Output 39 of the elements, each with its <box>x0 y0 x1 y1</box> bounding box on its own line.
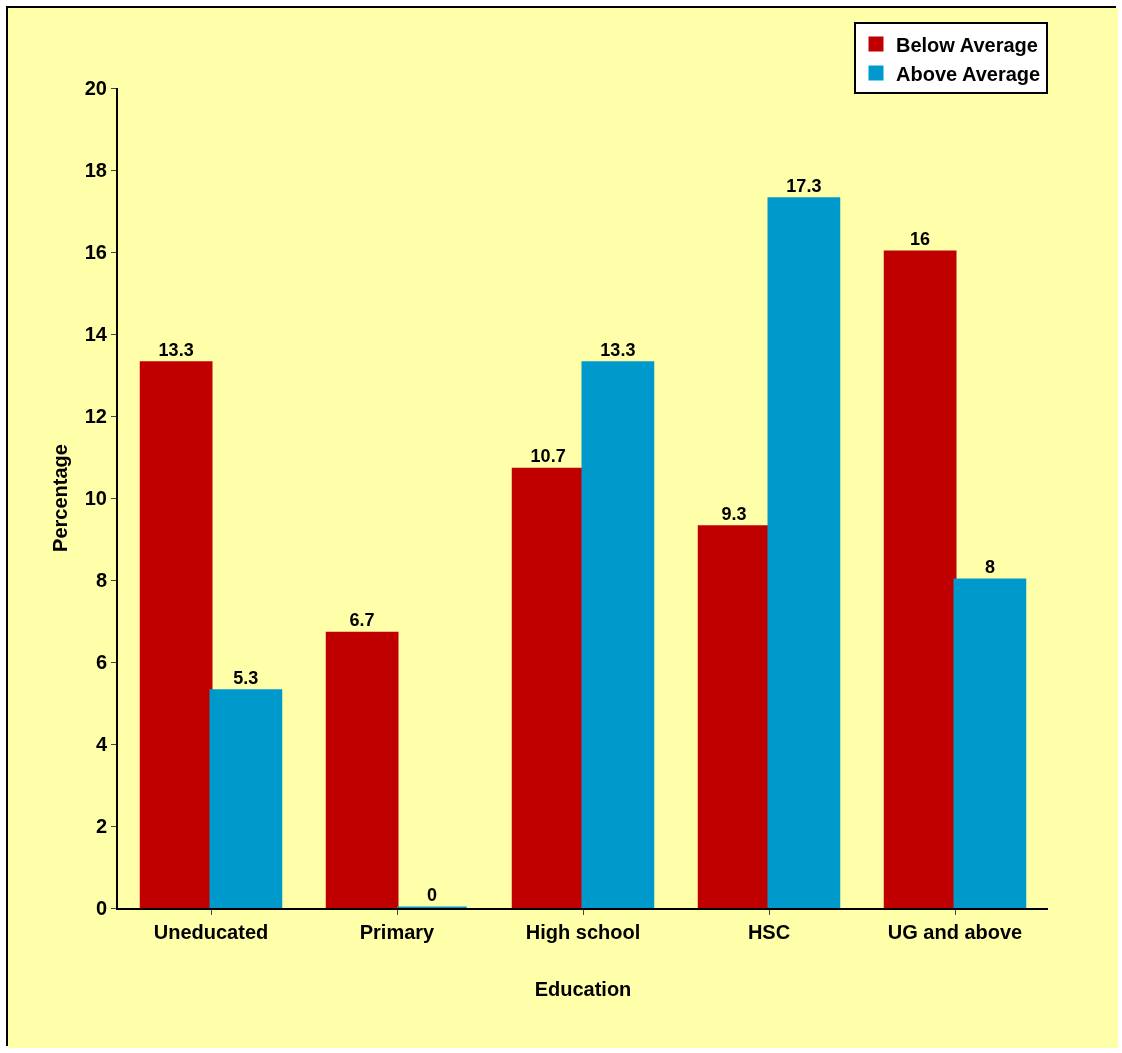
y-tick-label: 10 <box>84 487 107 509</box>
bar <box>209 689 283 908</box>
y-tick-label: 2 <box>95 815 107 837</box>
data-label: 13.3 <box>158 339 194 360</box>
x-tick-label: UG and above <box>887 921 1023 943</box>
bar <box>767 197 841 908</box>
bar <box>139 361 213 908</box>
x-tick-label: High school <box>525 921 641 943</box>
y-tick-label: 12 <box>84 405 107 427</box>
bar <box>325 631 399 908</box>
y-tick-label: 20 <box>84 77 107 99</box>
data-label: 13.3 <box>600 339 636 360</box>
x-tick-label: Uneducated <box>153 921 269 943</box>
y-axis-title: Percentage <box>49 444 71 552</box>
data-label: 9.3 <box>721 503 747 524</box>
x-axis-title: Education <box>534 978 632 1000</box>
y-tick-label: 16 <box>84 241 107 263</box>
bar <box>883 250 957 908</box>
legend-label: Below Average <box>896 33 1038 56</box>
y-tick-label: 4 <box>95 733 108 755</box>
bar <box>953 578 1027 908</box>
data-label: 6.7 <box>349 610 375 631</box>
legend-label: Above Average <box>896 62 1041 85</box>
bar <box>511 467 585 908</box>
x-tick-label: HSC <box>747 921 791 943</box>
bar <box>581 361 655 908</box>
y-tick-label: 6 <box>95 651 107 673</box>
x-tick-label: Primary <box>359 921 436 943</box>
y-tick-label: 0 <box>95 897 107 919</box>
y-tick-label: 14 <box>84 323 108 345</box>
y-tick-label: 8 <box>95 569 107 591</box>
data-label: 16 <box>910 229 931 249</box>
data-label: 8 <box>984 557 995 577</box>
bar <box>697 525 771 908</box>
data-label: 5.3 <box>233 667 259 688</box>
data-label: 10.7 <box>530 446 566 467</box>
y-tick-label: 18 <box>84 159 107 181</box>
data-label: 17.3 <box>786 175 822 196</box>
data-label: 0 <box>426 885 437 905</box>
